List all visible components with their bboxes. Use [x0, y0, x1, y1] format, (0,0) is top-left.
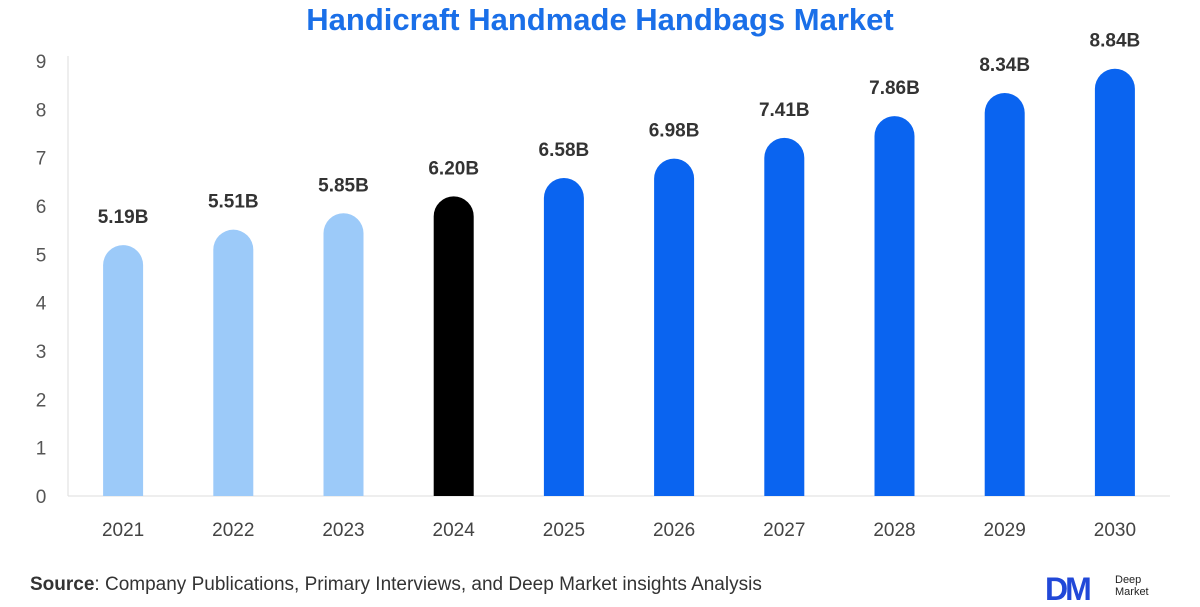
- data-label: 6.58B: [539, 140, 590, 161]
- bar-2024: [433, 196, 474, 497]
- data-label: 7.41B: [759, 100, 810, 121]
- x-tick-label: 2026: [653, 520, 695, 541]
- x-tick-label: 2029: [984, 520, 1026, 541]
- x-tick-label: 2021: [102, 520, 144, 541]
- x-tick-label: 2022: [212, 520, 254, 541]
- y-tick-label: 8: [36, 100, 47, 121]
- source-text: : Company Publications, Primary Intervie…: [94, 574, 762, 595]
- x-tick-label: 2024: [433, 520, 476, 541]
- y-tick-label: 2: [36, 390, 47, 411]
- bar-2027: [764, 137, 805, 496]
- data-label: 5.19B: [98, 207, 149, 228]
- y-tick-label: 6: [36, 197, 47, 218]
- bar-2021: [103, 245, 144, 496]
- data-label: 6.20B: [428, 158, 479, 179]
- x-tick-label: 2027: [763, 520, 805, 541]
- data-label: 5.51B: [208, 192, 259, 213]
- source-note: Source: Company Publications, Primary In…: [30, 574, 762, 596]
- logo-line2: Market: [1115, 586, 1149, 598]
- bar-2030: [1094, 68, 1135, 496]
- bar-2022: [213, 229, 254, 496]
- x-tick-label: 2028: [873, 520, 915, 541]
- y-tick-label: 7: [36, 149, 47, 170]
- y-tick-label: 1: [36, 439, 47, 460]
- chart-title: Handicraft Handmade Handbags Market: [306, 2, 894, 37]
- data-label: 5.85B: [318, 175, 369, 196]
- data-label: 6.98B: [649, 121, 700, 142]
- y-tick-label: 5: [36, 245, 47, 266]
- y-tick-label: 3: [36, 342, 47, 363]
- bar-2025: [543, 177, 584, 496]
- data-label: 8.34B: [979, 55, 1030, 76]
- bar-2026: [654, 158, 695, 496]
- bar-2028: [874, 116, 915, 496]
- logo-line1: Deep: [1115, 574, 1142, 586]
- x-tick-label: 2030: [1094, 520, 1136, 541]
- deep-market-logo: DM Deep Market: [1045, 572, 1195, 606]
- y-tick-label: 4: [36, 294, 47, 315]
- data-label: 8.84B: [1090, 31, 1141, 52]
- logo-mark: DM: [1045, 571, 1092, 607]
- x-tick-label: 2025: [543, 520, 585, 541]
- data-label: 7.86B: [869, 78, 920, 99]
- y-tick-label: 9: [36, 52, 47, 73]
- y-tick-label: 0: [36, 487, 47, 508]
- source-label: Source: [30, 574, 95, 595]
- x-tick-label: 2023: [322, 520, 364, 541]
- bar-2029: [984, 92, 1025, 497]
- bar-2023: [323, 213, 364, 496]
